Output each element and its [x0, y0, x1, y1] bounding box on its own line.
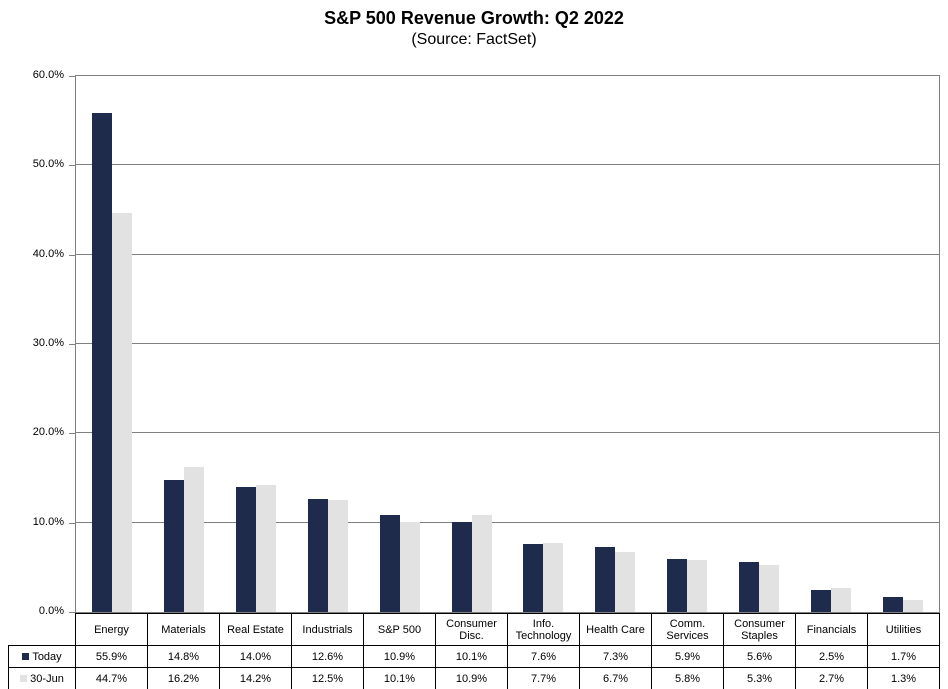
- table-header-consumer-disc: Consumer Disc.: [435, 613, 508, 646]
- plot-area: [75, 75, 940, 613]
- y-axis-tick-0: [69, 612, 75, 613]
- y-axis-tick-30: [69, 344, 75, 345]
- y-axis-tick-50: [69, 165, 75, 167]
- table-value-30-jun-industrials: 12.5%: [291, 667, 364, 689]
- bar-today-utilities: [883, 596, 904, 612]
- table-header-utilities: Utilities: [867, 613, 940, 646]
- gridline-30: [76, 343, 939, 344]
- table-value-today-utilities: 1.7%: [867, 645, 940, 668]
- table-corner-spacer: [9, 614, 76, 646]
- table-row-today: Today 55.9% 14.8% 14.0% 12.6% 10.9% 10.1% 7.6% 7…: [8, 645, 940, 668]
- table-value-30-jun-comm-services: 5.8%: [651, 667, 724, 689]
- table-value-30-jun-consumer-disc: 10.9%: [435, 667, 508, 689]
- table-value-today-s-p-500: 10.9%: [363, 645, 436, 668]
- chart-subtitle: (Source: FactSet): [411, 31, 537, 48]
- bar-today-consumer-disc: [451, 521, 472, 612]
- bar-30-jun-materials: [183, 467, 204, 612]
- table-header-consumer-staples: Consumer Staples: [723, 613, 796, 646]
- y-axis-tick-40: [69, 254, 75, 256]
- legend-label-today: Today: [32, 650, 62, 663]
- table-header-real-estate: Real Estate: [219, 613, 292, 646]
- y-axis-tick-20: [69, 433, 75, 435]
- legend-cell-today: Today: [8, 645, 76, 668]
- bar-today-energy: [91, 112, 112, 612]
- table-value-30-jun-utilities: 1.3%: [867, 667, 940, 689]
- legend-swatch-today-icon: [22, 652, 30, 660]
- y-axis-label-50: 50.0%: [32, 158, 64, 171]
- table-header-info-technology: Info. Technology: [507, 613, 580, 646]
- bar-today-industrials: [307, 499, 328, 612]
- table-value-30-jun-financials: 2.7%: [795, 667, 868, 689]
- y-axis-label-0: 0.0%: [38, 605, 64, 617]
- table-value-today-comm-services: 5.9%: [651, 645, 724, 668]
- bar-today-consumer-staples: [739, 561, 760, 612]
- y-axis-label-20: 20.0%: [32, 426, 64, 439]
- table-header-financials: Financials: [795, 613, 868, 646]
- table-value-today-info-technology: 7.6%: [507, 645, 580, 668]
- gridline-50: [76, 164, 939, 166]
- table-value-30-jun-real-estate: 14.2%: [219, 667, 292, 689]
- bar-today-materials: [163, 479, 184, 612]
- legend-swatch-30-jun-icon: [20, 674, 28, 682]
- bar-30-jun-s-p-500: [399, 521, 420, 612]
- gridline-40: [76, 253, 939, 255]
- legend-label-30-jun: 30-Jun: [30, 672, 64, 685]
- table-header-industrials: Industrials: [291, 613, 364, 646]
- bar-today-health-care: [595, 546, 616, 612]
- table-value-today-health-care: 7.3%: [579, 645, 652, 668]
- y-axis-tick-10: [69, 522, 75, 524]
- bar-today-s-p-500: [379, 514, 400, 612]
- gridline-10: [76, 521, 939, 523]
- table-value-today-consumer-staples: 5.6%: [723, 645, 796, 668]
- bar-30-jun-comm-services: [687, 560, 708, 612]
- table-value-today-industrials: 12.6%: [291, 645, 364, 668]
- table-value-today-financials: 2.5%: [795, 645, 868, 668]
- table-value-30-jun-consumer-staples: 5.3%: [723, 667, 796, 689]
- table-value-today-consumer-disc: 10.1%: [435, 645, 508, 668]
- y-axis-label-10: 10.0%: [32, 515, 64, 528]
- table-value-today-real-estate: 14.0%: [219, 645, 292, 668]
- table-header-s-p-500: S&P 500: [363, 613, 436, 646]
- bar-today-real-estate: [235, 486, 256, 612]
- table-value-30-jun-materials: 16.2%: [147, 667, 220, 689]
- table-value-30-jun-energy: 44.7%: [75, 667, 148, 689]
- y-axis-label-60: 60.0%: [32, 69, 64, 81]
- gridline-20: [76, 432, 939, 434]
- bar-30-jun-industrials: [327, 500, 348, 612]
- bar-30-jun-real-estate: [255, 485, 276, 612]
- bar-30-jun-energy: [111, 212, 132, 612]
- bar-30-jun-health-care: [615, 552, 636, 612]
- bar-today-financials: [811, 589, 832, 612]
- table-value-30-jun-health-care: 6.7%: [579, 667, 652, 689]
- bar-today-info-technology: [523, 544, 544, 612]
- table-header-energy: Energy: [75, 613, 148, 646]
- y-axis-tick-60: [69, 76, 75, 77]
- bar-30-jun-consumer-disc: [471, 514, 492, 612]
- table-value-today-materials: 14.8%: [147, 645, 220, 668]
- table-value-30-jun-s-p-500: 10.1%: [363, 667, 436, 689]
- legend-cell-30-jun: 30-Jun: [8, 667, 76, 689]
- table-header-materials: Materials: [147, 613, 220, 646]
- data-table: Energy Materials Real Estate Industrials S&P…: [8, 613, 940, 689]
- bar-today-comm-services: [667, 559, 688, 612]
- bar-30-jun-utilities: [903, 600, 924, 612]
- chart-title: S&P 500 Revenue Growth: Q2 2022: [324, 8, 624, 28]
- bar-30-jun-financials: [831, 587, 852, 612]
- table-value-today-energy: 55.9%: [75, 645, 148, 668]
- table-header-comm-services: Comm. Services: [651, 613, 724, 646]
- y-axis-label-30: 30.0%: [32, 337, 64, 349]
- bar-30-jun-consumer-staples: [759, 564, 780, 612]
- table-header-health-care: Health Care: [579, 613, 652, 646]
- bar-30-jun-info-technology: [543, 543, 564, 612]
- y-axis-label-40: 40.0%: [32, 247, 64, 260]
- table-row-30-jun: 30-Jun 44.7% 16.2% 14.2% 12.5% 10.1% 10.9% 7.7%…: [8, 667, 940, 689]
- table-value-30-jun-info-technology: 7.7%: [507, 667, 580, 689]
